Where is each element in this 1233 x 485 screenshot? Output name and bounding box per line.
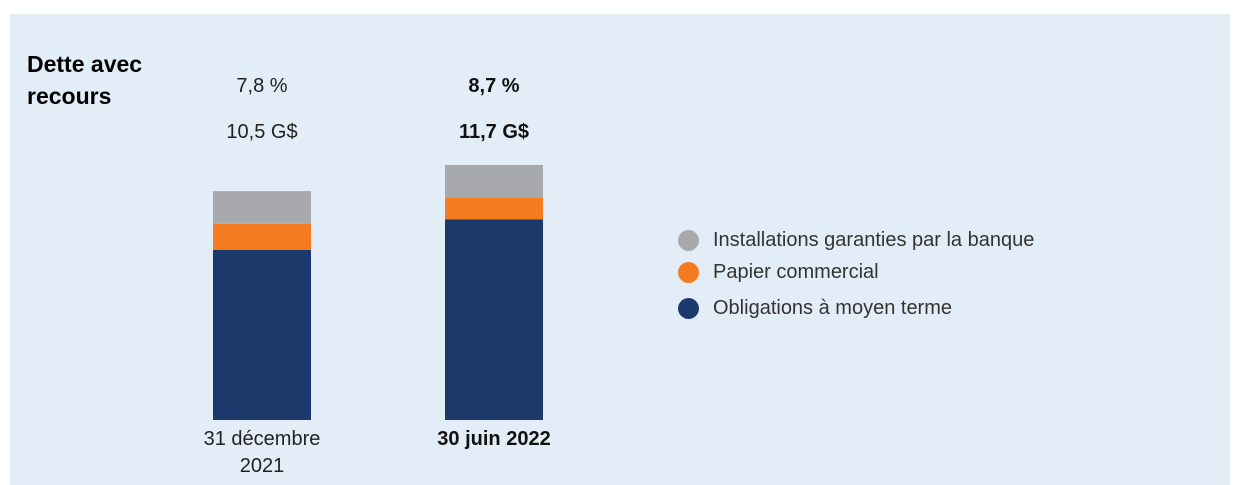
legend-marker [678, 297, 699, 319]
bar-segment [445, 164, 543, 198]
chart-title: Dette avec recours [27, 51, 143, 109]
bar-segment [213, 191, 311, 224]
rate-label: 7,8 % [236, 75, 288, 97]
legend-label: Obligations à moyen terme [713, 296, 953, 319]
legend-item: Obligations à moyen terme [678, 296, 952, 320]
legend-item: Installations garanties par la banque [678, 228, 1034, 252]
bar-segment [445, 197, 543, 220]
total-label: 10,5 G$ [226, 121, 298, 143]
bar-segment [213, 249, 311, 420]
bar-segment [445, 219, 543, 420]
legend-marker [678, 261, 699, 283]
bar-segment [213, 223, 311, 250]
category-label: 30 juin 2022 [437, 428, 551, 450]
total-label: 11,7 G$ [458, 121, 530, 143]
legend-label: Installations garanties par la banque [713, 228, 1035, 251]
legend-marker [678, 229, 699, 251]
legend-label: Papier commercial [713, 260, 879, 283]
rate-label: 8,7 % [468, 75, 520, 97]
legend-item: Papier commercial [678, 260, 879, 284]
category-label: 31 décembre 2021 [203, 428, 321, 477]
